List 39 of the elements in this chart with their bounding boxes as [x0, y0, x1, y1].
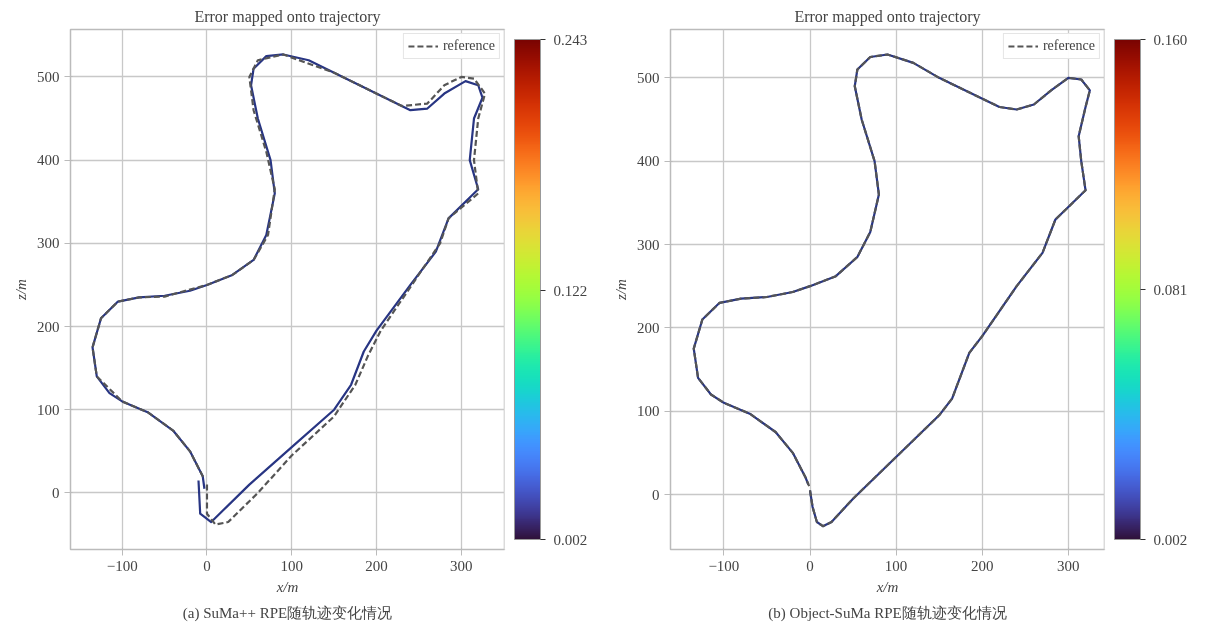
x-axis-title: x/m — [275, 578, 299, 595]
y-axis-title: z/m — [613, 278, 629, 301]
legend-label: reference — [1042, 38, 1095, 54]
text: (a) SuMa++ RPE随轨迹变化情况 — [182, 604, 393, 622]
color-bar-label: 0.243 — [553, 31, 588, 48]
y-tick-label: 0 — [652, 486, 660, 503]
x-tick-label: 200 — [970, 557, 994, 574]
y-tick-label: 100 — [637, 403, 660, 420]
x-tick-label: 300 — [1057, 557, 1080, 574]
chart-title: Error mapped onto trajectory — [794, 7, 981, 26]
x-axis-title: x/m — [875, 578, 899, 595]
line-series — [692, 53, 1091, 528]
color-bar-label: 0.002 — [1153, 531, 1188, 548]
y-tick-label: 300 — [637, 236, 660, 253]
y-tick-label: 300 — [37, 235, 60, 252]
chart-title: Error mapped onto trajectory — [194, 7, 381, 26]
y-tick-label: 500 — [637, 69, 660, 86]
y-axis-title: z/m — [13, 278, 29, 301]
y-tick-label: 0 — [52, 484, 60, 501]
x-tick-label: 200 — [365, 557, 388, 574]
color-bar-label: 0.160 — [1153, 31, 1188, 48]
y-tick-label: 500 — [37, 68, 60, 85]
x-tick-label: 0 — [806, 557, 814, 574]
y-tick-label: 400 — [637, 153, 660, 170]
legend-label: reference — [442, 38, 495, 54]
x-tick-label: 100 — [280, 557, 303, 574]
y-tick-label: 400 — [37, 152, 60, 169]
color-bar-label: 0.002 — [553, 531, 588, 548]
color-bar-label: 0.081 — [1153, 281, 1188, 298]
y-tick-label: 100 — [37, 401, 60, 418]
y-tick-label: 200 — [37, 318, 60, 335]
text: (b) Object-SuMa RPE随轨迹变化情况 — [768, 604, 1007, 622]
x-tick-label: −100 — [708, 557, 740, 574]
y-tick-label: 200 — [637, 319, 660, 336]
x-tick-label: 100 — [884, 557, 908, 574]
x-tick-label: 0 — [203, 557, 211, 574]
x-tick-label: 300 — [450, 557, 473, 574]
color-bar-label: 0.122 — [553, 282, 588, 299]
x-tick-label: −100 — [106, 557, 138, 574]
